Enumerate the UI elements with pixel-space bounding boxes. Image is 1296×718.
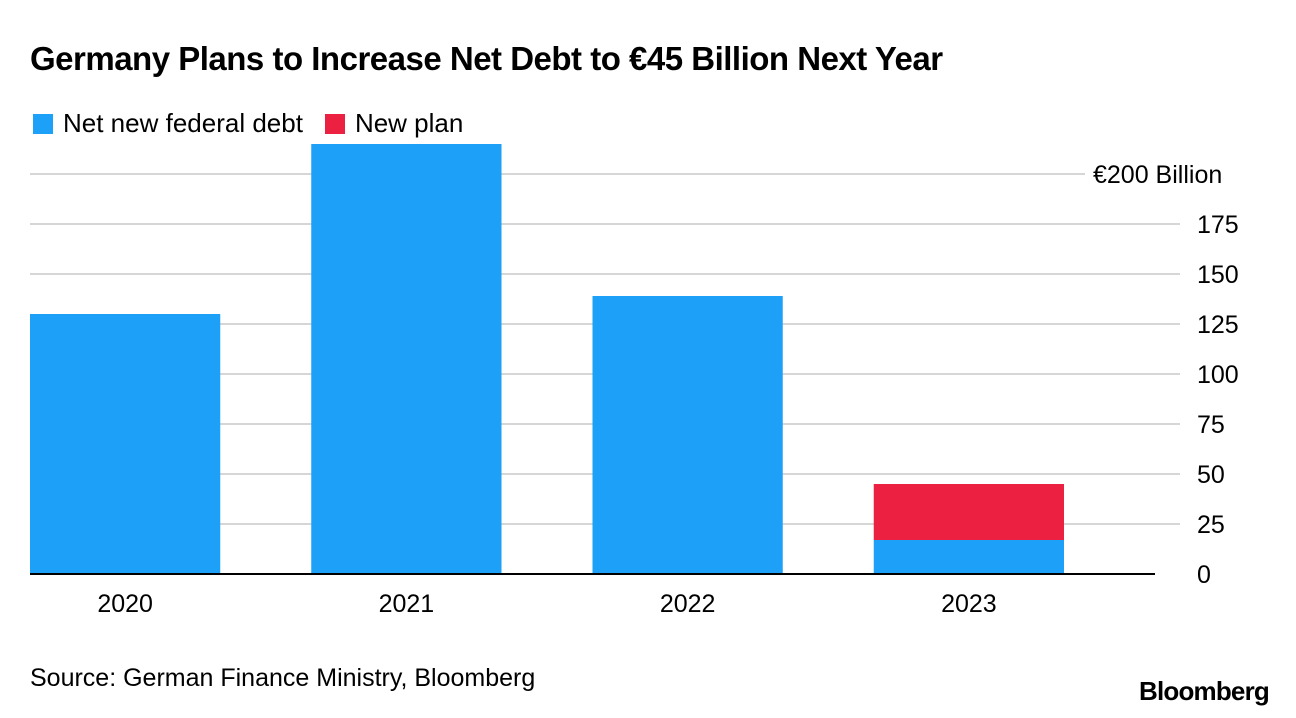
bar-2021-net-new-federal-debt <box>311 144 502 574</box>
legend-label-new-plan: New plan <box>354 108 464 138</box>
legend-swatch-net-new-federal-debt <box>33 113 53 134</box>
chart-title: Germany Plans to Increase Net Debt to €4… <box>30 40 943 77</box>
y-tick-label: 175 <box>1197 211 1239 239</box>
y-tick-label: 75 <box>1197 411 1225 439</box>
legend: Net new federal debt New plan <box>33 108 485 139</box>
y-tick-label: 150 <box>1197 261 1239 289</box>
y-tick-label: 25 <box>1197 511 1225 539</box>
y-tick-label: €200 Billion <box>1093 161 1222 189</box>
bar-2023-new-plan <box>873 484 1064 540</box>
x-tick-label-2020: 2020 <box>97 590 153 618</box>
legend-swatch-new-plan <box>324 113 345 134</box>
legend-label-net-new-federal-debt: Net new federal debt <box>63 108 303 138</box>
bar-2020-net-new-federal-debt <box>30 314 221 574</box>
y-tick-label: 125 <box>1197 311 1239 339</box>
x-tick-label-2023: 2023 <box>941 590 997 618</box>
axes: 0 25 50 75 100 125 150 175 €200 Billion 2020 2021 2… <box>30 161 1239 618</box>
x-tick-label-2021: 2021 <box>379 590 435 618</box>
y-tick-label: 0 <box>1197 561 1211 589</box>
bar-2023-net-new-federal-debt <box>873 540 1064 574</box>
y-tick-label: 100 <box>1197 361 1239 389</box>
legend-item-new-plan: New plan <box>324 108 464 139</box>
bar-2022-net-new-federal-debt <box>592 296 783 574</box>
y-tick-label: 50 <box>1197 461 1225 489</box>
bloomberg-logo: Bloomberg <box>1138 676 1270 706</box>
bars <box>30 144 1064 574</box>
x-tick-label-2022: 2022 <box>660 590 716 618</box>
legend-item-net-new-federal-debt: Net new federal debt <box>33 108 303 139</box>
source-note: Source: German Finance Ministry, Bloombe… <box>30 664 536 692</box>
